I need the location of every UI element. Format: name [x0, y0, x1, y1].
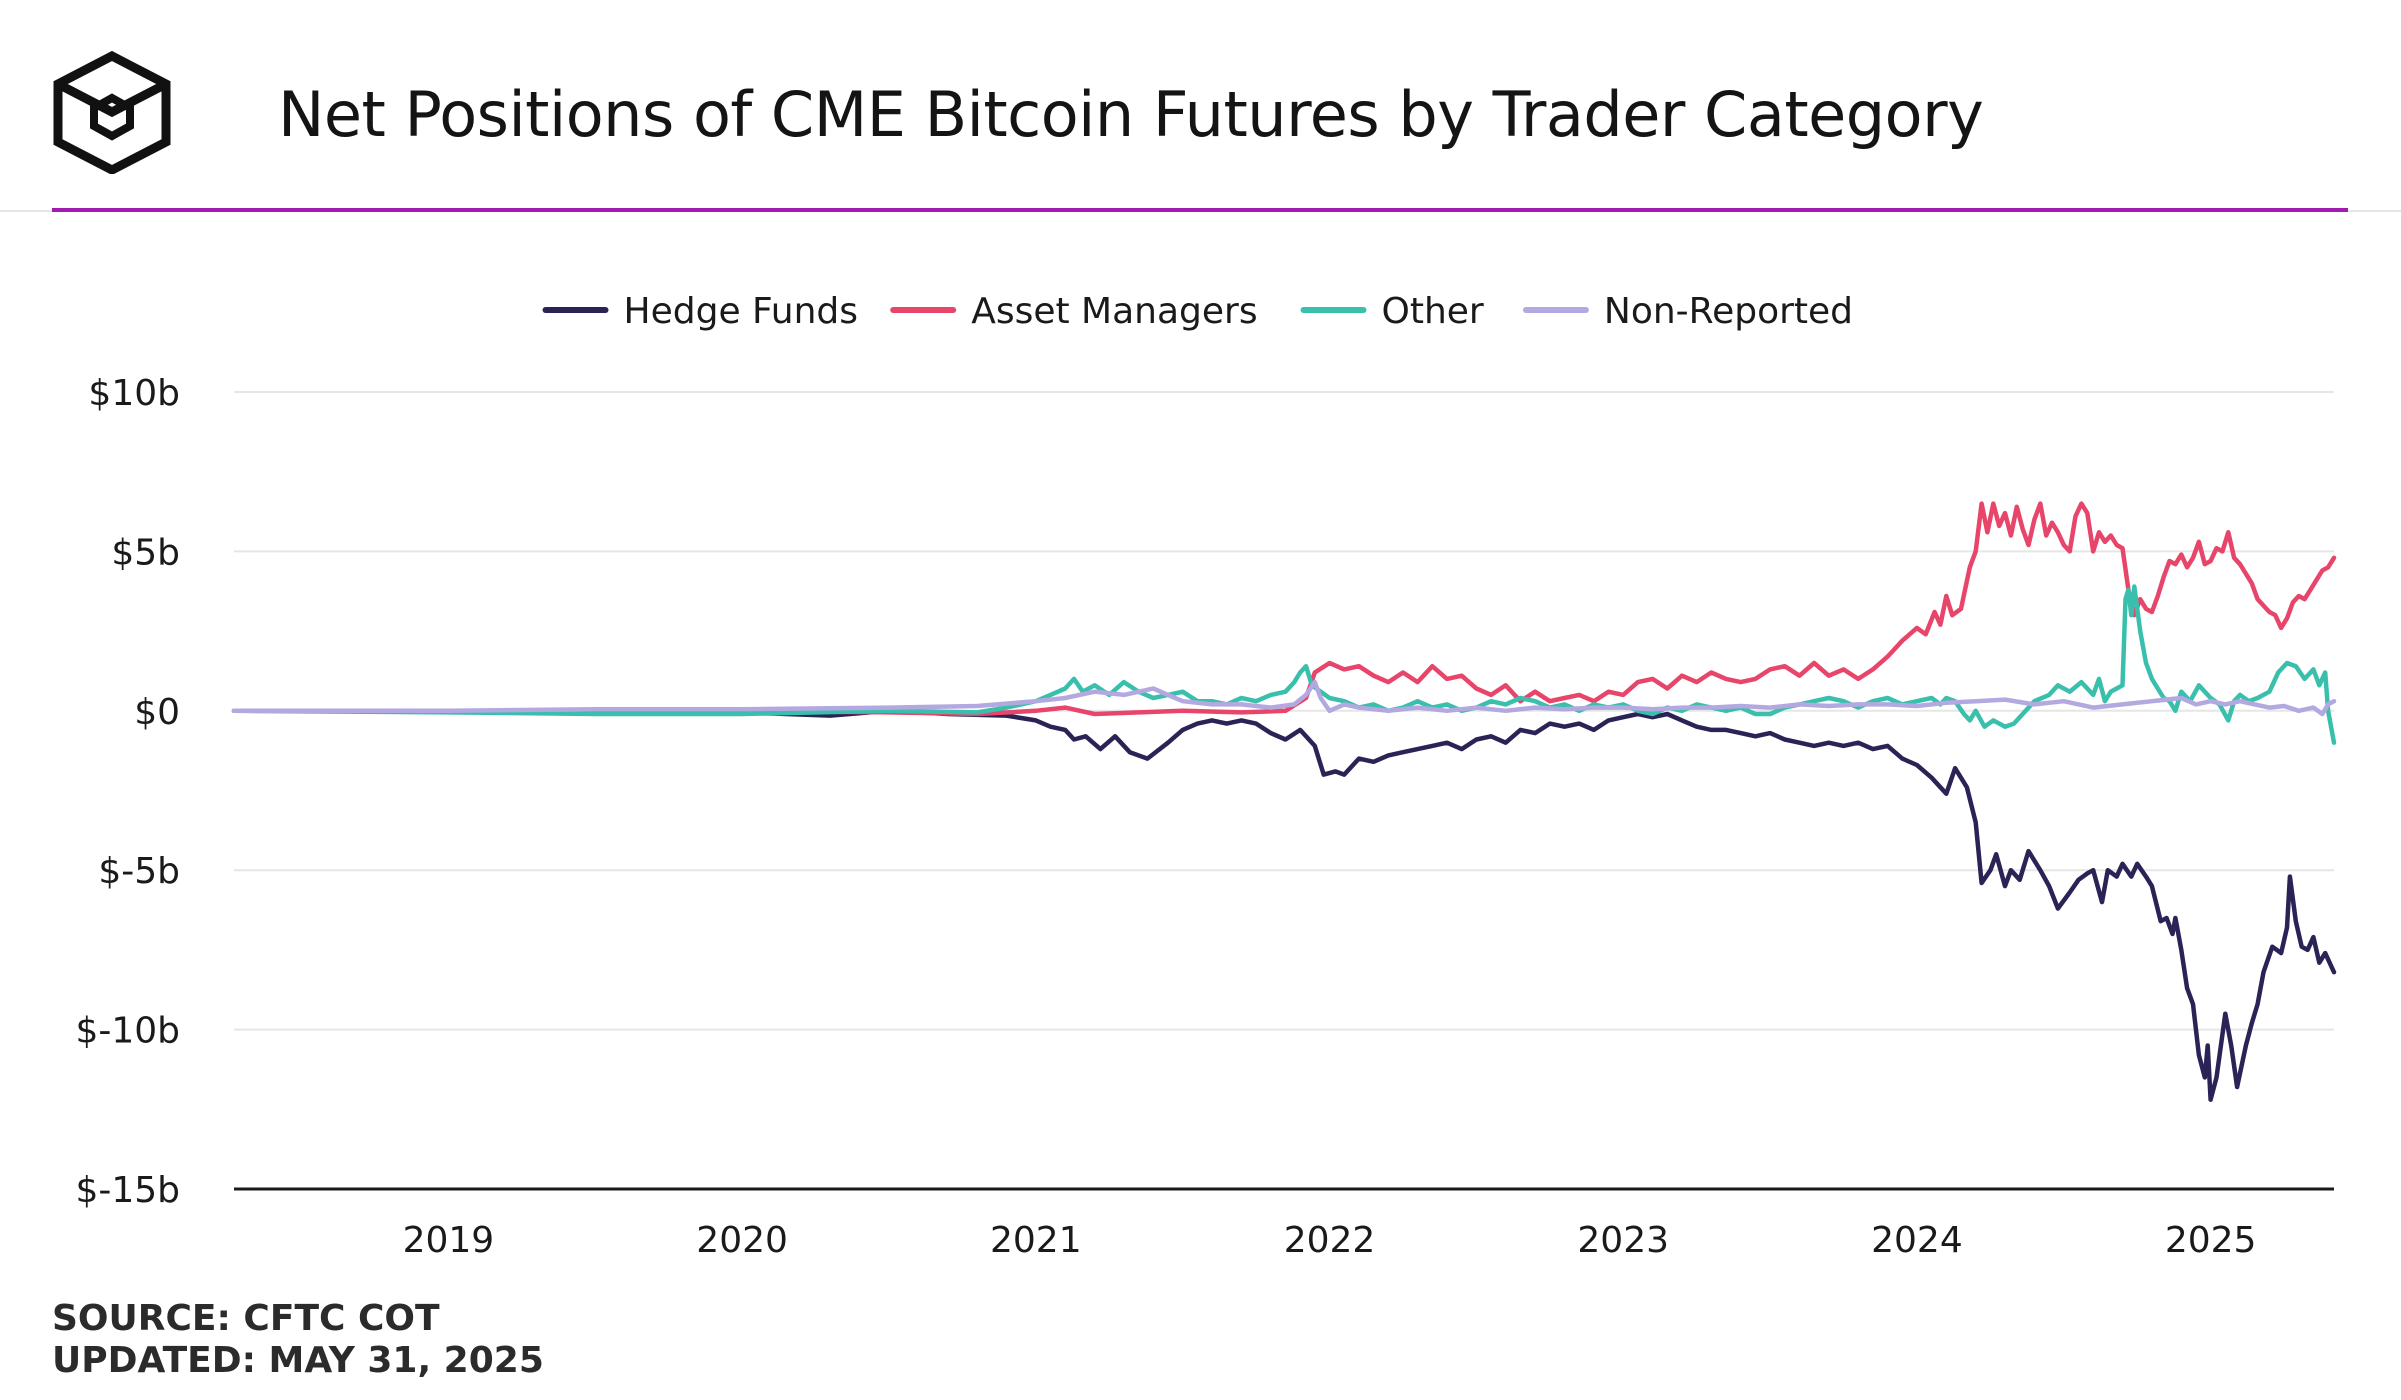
- header: Net Positions of CME Bitcoin Futures by …: [0, 0, 2401, 212]
- y-tick-label: $-10b: [75, 1011, 180, 1052]
- y-tick-label: $-15b: [75, 1170, 180, 1211]
- series-line-other: [231, 584, 2337, 745]
- x-axis-ticks: 2019 2020 2021 2022 2023 2024 2025: [403, 1220, 2257, 1261]
- legend-item: Asset Managers: [890, 291, 1258, 332]
- legend-label: Asset Managers: [971, 291, 1257, 332]
- source-note: SOURCE: CFTC COT: [52, 1298, 440, 1339]
- cube-logo-icon: [53, 50, 171, 174]
- x-tick-label: 2024: [1871, 1220, 1963, 1261]
- legend-item: Non-Reported: [1522, 291, 1853, 332]
- legend-label: Non-Reported: [1604, 291, 1853, 332]
- updated-note: UPDATED: MAY 31, 2025: [52, 1340, 544, 1381]
- x-tick-label: 2025: [2165, 1220, 2257, 1261]
- series-lines: [231, 501, 2337, 1102]
- legend-label: Other: [1382, 291, 1484, 332]
- x-tick-label: 2023: [1577, 1220, 1669, 1261]
- footer: SOURCE: CFTC COT UPDATED: MAY 31, 2025: [52, 1298, 544, 1382]
- x-tick-label: 2019: [403, 1220, 495, 1261]
- legend-label: Hedge Funds: [624, 291, 859, 332]
- y-axis-ticks: $10b $5b $0 $-5b $-10b $-15b: [75, 373, 180, 1211]
- series-line-non-reported: [231, 679, 2337, 717]
- y-tick-label: $10b: [88, 373, 180, 414]
- x-tick-label: 2021: [990, 1220, 1082, 1261]
- legend-item: Other: [1300, 291, 1484, 332]
- series-line-asset-managers: [231, 501, 2337, 717]
- y-tick-label: $-5b: [98, 851, 180, 892]
- legend-item: Hedge Funds: [542, 291, 859, 332]
- series-line-hedge-funds: [231, 708, 2337, 1102]
- page-title: Net Positions of CME Bitcoin Futures by …: [278, 78, 1984, 151]
- y-tick-label: $5b: [111, 532, 180, 573]
- y-tick-label: $0: [134, 692, 180, 733]
- line-chart: Hedge Funds Asset Managers Other Non-Report…: [75, 291, 2337, 1261]
- legend: Hedge Funds Asset Managers Other Non-Report…: [542, 291, 1853, 332]
- x-tick-label: 2022: [1284, 1220, 1376, 1261]
- header-accent-rule: [52, 208, 2348, 212]
- x-tick-label: 2020: [696, 1220, 788, 1261]
